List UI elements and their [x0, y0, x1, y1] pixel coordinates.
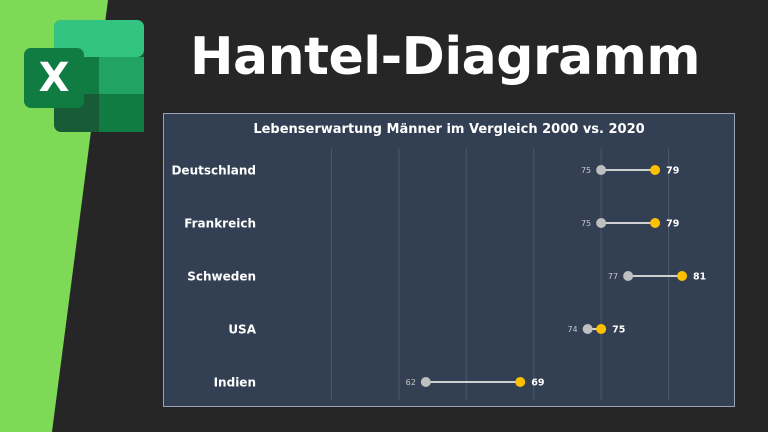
- category-label: Deutschland: [171, 164, 256, 178]
- data-label-end: 81: [693, 272, 706, 283]
- category-label: Schweden: [187, 270, 256, 284]
- point-start: [420, 377, 431, 387]
- point-start: [582, 324, 593, 334]
- data-label-start: 77: [608, 272, 618, 281]
- chart-title: Lebenserwartung Männer im Vergleich 2000…: [253, 122, 645, 137]
- excel-logo-icon: X: [22, 12, 148, 136]
- page-title: Hantel-Diagramm: [190, 27, 701, 87]
- point-end: [677, 271, 688, 281]
- data-label-start: 74: [567, 325, 577, 334]
- data-label-end: 79: [666, 166, 679, 177]
- point-end: [515, 377, 526, 387]
- data-label-end: 69: [531, 378, 544, 389]
- point-end: [596, 324, 607, 334]
- data-label-start: 62: [406, 378, 416, 387]
- category-label: Indien: [214, 376, 256, 390]
- point-start: [596, 165, 607, 175]
- data-label-end: 75: [612, 325, 625, 336]
- category-label: Frankreich: [184, 217, 256, 231]
- point-start: [596, 218, 607, 228]
- point-start: [623, 271, 634, 281]
- chart-panel: Deutschland 75 79 Frankreich 75 79 Schweden 77 8…: [163, 113, 735, 407]
- point-end: [650, 165, 661, 175]
- excel-logo-letter: X: [39, 55, 70, 101]
- data-label-start: 75: [581, 219, 591, 228]
- data-label-end: 79: [666, 219, 679, 230]
- dumbbell-chart: Deutschland 75 79 Frankreich 75 79 Schweden 77 8…: [171, 148, 706, 400]
- data-label-start: 75: [581, 166, 591, 175]
- category-label: USA: [228, 323, 256, 337]
- point-end: [650, 218, 661, 228]
